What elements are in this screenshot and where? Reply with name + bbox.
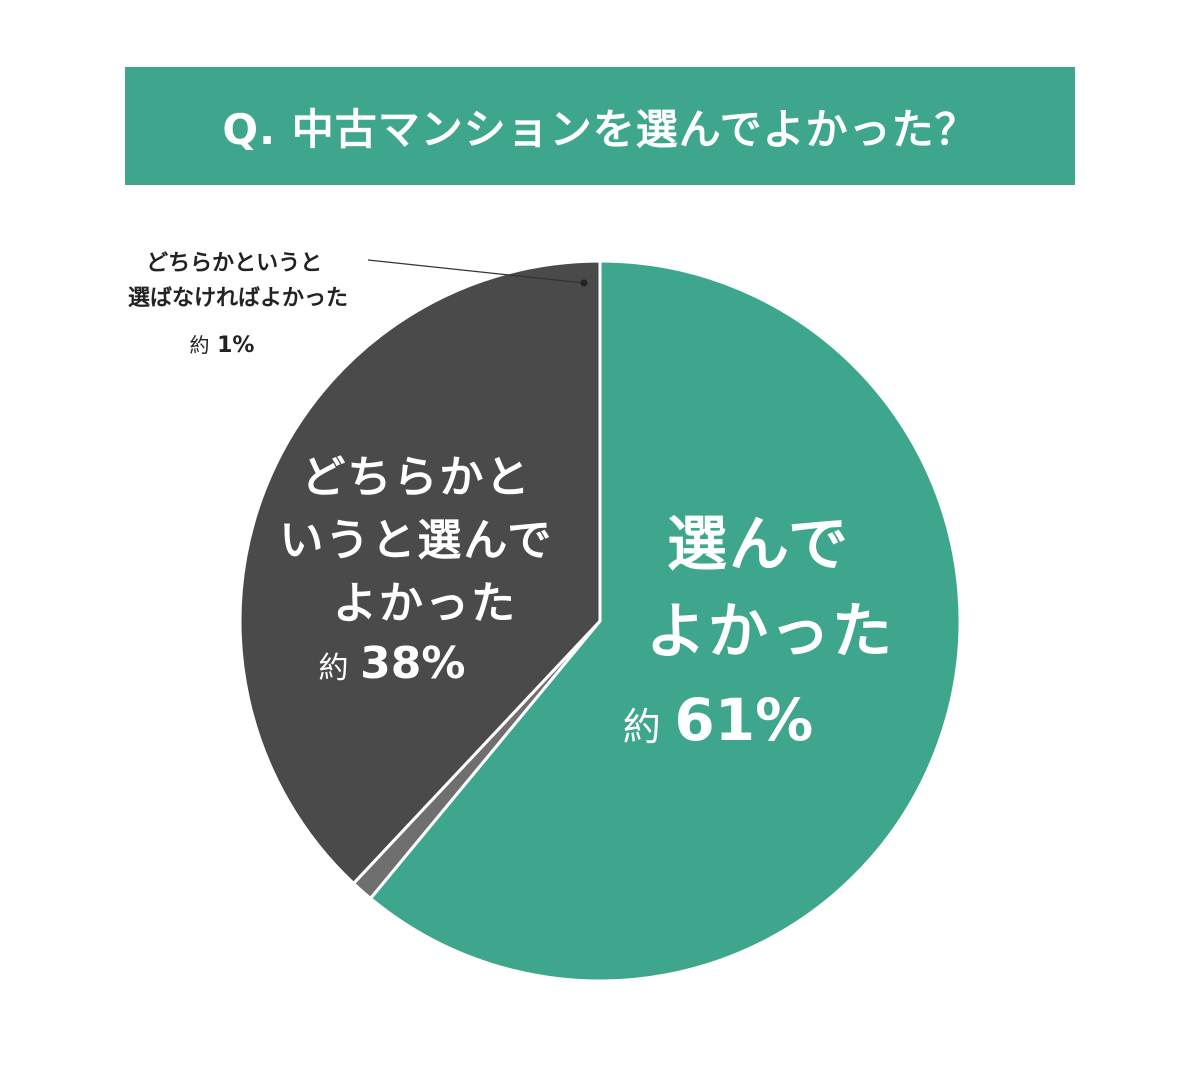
slice-label-good-line-1: 選んで	[667, 510, 850, 580]
slice-label-good: 選んで よかった	[646, 510, 894, 667]
slice-value-neutral-bad: 約 1%	[190, 333, 255, 358]
slice-label-neutral-good: どちらかと いうと選んで よかった	[279, 452, 570, 629]
slice-value-good: 約 61%	[623, 686, 813, 754]
slice-value-good-prefix: 約	[623, 705, 661, 749]
slice-label-neutral-good-line-3: よかった	[333, 578, 517, 629]
pie-slice-neutral-good	[238, 259, 602, 885]
slice-value-neutral-bad-prefix: 約	[190, 333, 210, 357]
chart-title: Q. 中古マンションを選んでよかった？	[222, 104, 978, 154]
slice-label-good-line-2: よかった	[646, 597, 894, 667]
title-bar: Q. 中古マンションを選んでよかった？	[125, 67, 1075, 185]
slice-label-neutral-bad: どちらかというと 選ばなければよかった	[128, 251, 348, 311]
slice-value-good-number: 61%	[674, 686, 813, 754]
callout-leader-line	[367, 259, 585, 284]
slice-value-neutral-good-prefix: 約	[319, 651, 349, 686]
slice-value-neutral-good: 約 38%	[319, 638, 466, 689]
callout-leader-dot	[580, 279, 588, 287]
pie-slice-good	[369, 259, 962, 983]
slice-label-neutral-bad-line-2: 選ばなければよかった	[128, 286, 348, 311]
slice-value-neutral-good-number: 38%	[360, 638, 465, 689]
slice-label-neutral-bad-line-1: どちらかというと	[146, 251, 322, 276]
pie-labels: 選んで よかった 約 61% どちらかと いうと選んで よかった 約 38% ど…	[128, 251, 894, 754]
slice-value-neutral-bad-number: 1%	[217, 333, 254, 358]
slice-label-neutral-good-line-2: いうと選んで	[279, 515, 553, 566]
pie-slices	[238, 259, 962, 983]
slice-label-neutral-good-line-1: どちらかと	[301, 452, 531, 503]
